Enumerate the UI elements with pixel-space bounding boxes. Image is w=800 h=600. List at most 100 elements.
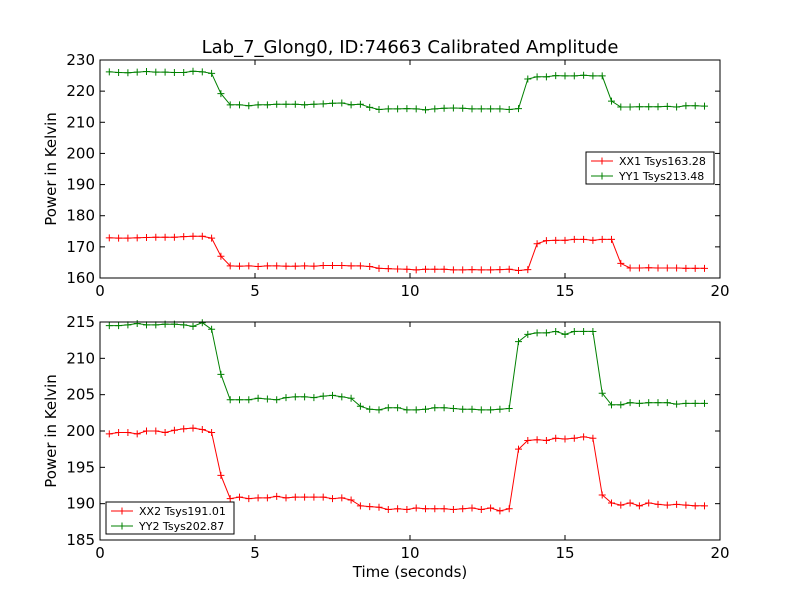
data-point xyxy=(701,502,708,510)
data-point xyxy=(366,262,374,270)
data-point xyxy=(663,399,671,407)
x-axis-label: Time (seconds) xyxy=(352,563,468,581)
data-point xyxy=(263,262,271,270)
data-point xyxy=(217,252,225,260)
data-point xyxy=(477,406,485,414)
data-point xyxy=(105,234,113,242)
data-point xyxy=(626,264,634,272)
data-point xyxy=(552,327,560,335)
data-point xyxy=(654,264,662,272)
data-point xyxy=(366,405,374,413)
legend: XX1 Tsys163.28 YY1 Tsys213.48 xyxy=(585,151,715,185)
data-point xyxy=(449,266,457,274)
data-point xyxy=(561,435,569,443)
data-point xyxy=(282,262,290,270)
data-point xyxy=(635,264,643,272)
data-point xyxy=(598,72,606,80)
data-point xyxy=(291,493,299,501)
legend-label: YY2 Tsys202.87 xyxy=(138,520,224,533)
data-point xyxy=(105,322,113,330)
data-point xyxy=(347,496,355,504)
data-point xyxy=(115,322,123,330)
data-point xyxy=(487,105,495,113)
data-point xyxy=(459,104,467,112)
x-tick-label: 0 xyxy=(95,544,105,562)
data-point xyxy=(301,101,309,109)
data-point xyxy=(236,396,243,404)
data-point xyxy=(552,72,560,80)
data-point xyxy=(589,327,597,335)
data-point xyxy=(682,399,690,407)
data-point xyxy=(570,235,578,243)
legend-marker xyxy=(598,172,606,180)
data-point xyxy=(152,321,160,329)
data-point xyxy=(440,104,448,112)
x-tick-label: 10 xyxy=(400,544,419,562)
data-point xyxy=(691,502,699,510)
data-point xyxy=(673,500,681,508)
data-point xyxy=(394,404,402,412)
data-point xyxy=(245,102,253,110)
y-tick-label: 215 xyxy=(66,313,95,331)
data-point xyxy=(263,494,271,502)
data-point xyxy=(524,436,532,444)
data-point xyxy=(431,105,439,113)
data-point xyxy=(570,327,578,335)
data-point xyxy=(431,265,439,273)
data-point xyxy=(263,101,271,109)
data-point xyxy=(515,445,522,453)
data-point xyxy=(356,502,364,510)
data-point xyxy=(505,265,513,273)
data-point xyxy=(254,494,262,502)
data-point xyxy=(375,106,383,114)
bottom-panel: 0 5 10 15 20 185 190 195 200 205 210 215 Power in Ke… xyxy=(42,313,730,581)
y-tick-label: 160 xyxy=(66,269,95,287)
data-point xyxy=(487,266,495,274)
data-point xyxy=(347,262,355,270)
data-point xyxy=(477,105,485,113)
data-point xyxy=(505,505,513,513)
data-point xyxy=(663,264,671,272)
data-point xyxy=(319,262,327,270)
data-point xyxy=(468,504,476,512)
data-point xyxy=(701,264,708,272)
x-tick-label: 20 xyxy=(710,544,729,562)
data-point xyxy=(440,505,448,513)
data-point xyxy=(682,102,690,110)
data-point xyxy=(394,105,402,113)
data-point xyxy=(524,75,532,83)
data-point xyxy=(217,471,225,479)
data-point xyxy=(226,495,234,503)
data-point xyxy=(254,262,262,270)
data-point xyxy=(598,389,606,397)
y-tick-label: 180 xyxy=(66,207,95,225)
data-point xyxy=(329,391,336,399)
data-point xyxy=(198,68,206,76)
data-point xyxy=(580,71,588,79)
data-point xyxy=(468,105,476,113)
data-point xyxy=(608,97,615,105)
data-point xyxy=(254,394,262,402)
data-point xyxy=(189,424,197,432)
data-point xyxy=(645,399,653,407)
data-point xyxy=(236,262,243,270)
data-point xyxy=(347,101,355,109)
data-point xyxy=(310,493,318,501)
data-point xyxy=(356,262,364,270)
series-line-0-0 xyxy=(109,235,705,272)
data-point xyxy=(375,264,383,272)
data-point xyxy=(533,240,541,248)
data-point xyxy=(561,330,569,338)
data-point xyxy=(449,404,457,412)
data-point xyxy=(412,406,420,414)
data-point xyxy=(329,495,336,503)
data-point xyxy=(208,325,216,333)
data-point xyxy=(291,262,299,270)
data-point xyxy=(208,234,216,242)
data-point xyxy=(645,499,653,507)
data-point xyxy=(682,264,690,272)
data-point xyxy=(366,103,374,111)
data-point xyxy=(189,232,197,240)
data-point xyxy=(589,72,597,80)
